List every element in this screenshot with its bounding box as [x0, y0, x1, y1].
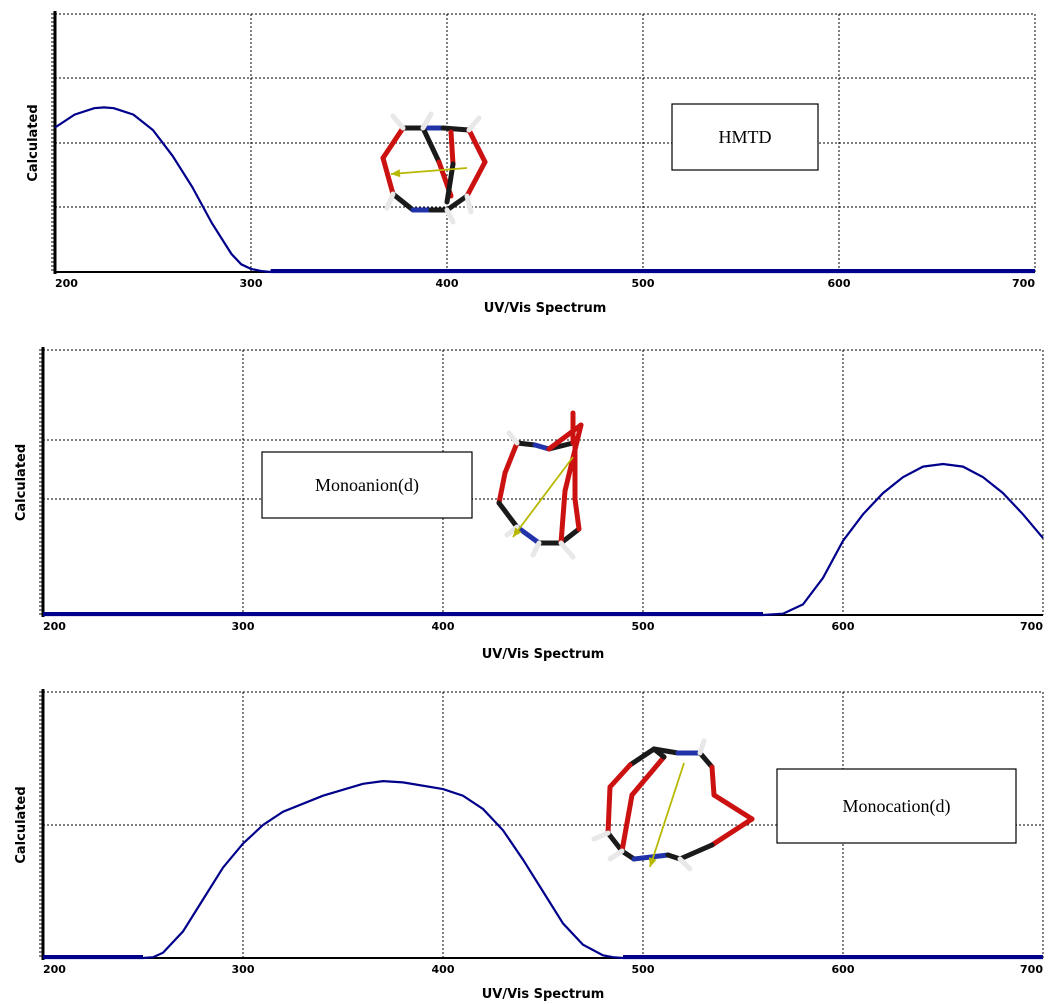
molecule-bond: [380, 155, 396, 197]
molecule-bond: [444, 207, 456, 225]
dipole-arrow: [390, 167, 468, 175]
molecule-bond: [466, 115, 482, 133]
molecule-structure-image: [380, 111, 488, 225]
molecule-bond: [514, 440, 538, 448]
molecule-bond: [448, 129, 456, 167]
molecule-bond: [709, 816, 755, 848]
y-axis-label: Calculated: [26, 104, 41, 181]
molecule-bond: [631, 852, 671, 862]
x-tick-label: 200: [43, 963, 66, 976]
molecule-bond: [558, 540, 576, 560]
x-tick-label: 300: [232, 963, 255, 976]
molecule-bond: [420, 125, 442, 165]
molecule-bond: [466, 127, 488, 165]
molecule-bond: [444, 161, 456, 205]
x-tick-label: 300: [240, 277, 263, 290]
molecule-bond: [546, 422, 584, 452]
annotation-box: [671, 103, 819, 171]
dipole-arrow: [649, 762, 685, 868]
molecule-bond: [591, 830, 611, 842]
molecule-bond: [384, 191, 396, 211]
molecule-bond: [502, 440, 520, 476]
molecule-bond: [677, 856, 693, 872]
x-tick-label: 400: [436, 277, 459, 290]
molecule-bond: [390, 191, 416, 213]
molecule-bond: [677, 842, 715, 862]
annotation-box: [261, 451, 473, 519]
x-axis-label: UV/Vis Spectrum: [484, 301, 607, 316]
molecule-bond: [558, 526, 582, 546]
dipole-arrow-head: [513, 527, 522, 537]
molecule-bond: [711, 792, 755, 822]
y-axis-label: Calculated: [14, 444, 29, 521]
molecule-structure-image: [591, 738, 755, 872]
annotation-label: Monocation(d): [843, 796, 951, 817]
y-axis-label: Calculated: [14, 786, 29, 863]
x-tick-label: 400: [432, 620, 455, 633]
molecule-bond: [506, 430, 520, 446]
x-tick-label: 400: [432, 963, 455, 976]
molecule-bond: [420, 111, 434, 131]
molecule-bond: [464, 159, 488, 199]
molecule-bond: [697, 738, 707, 756]
x-tick-label: 700: [1012, 277, 1035, 290]
x-tick-label: 700: [1020, 963, 1043, 976]
x-tick-label: 600: [832, 963, 855, 976]
molecule-bond: [558, 488, 568, 546]
molecule-bond: [514, 524, 542, 546]
x-axis-label: UV/Vis Spectrum: [482, 647, 605, 662]
molecule-bond: [605, 830, 625, 854]
x-tick-label: 200: [55, 277, 78, 290]
molecule-bond: [607, 848, 625, 862]
molecule-bond: [572, 496, 582, 532]
x-tick-label: 700: [1020, 620, 1043, 633]
x-tick-label: 500: [632, 963, 655, 976]
molecule-bond: [605, 784, 613, 836]
x-tick-label: 500: [632, 277, 655, 290]
molecule-bond: [709, 764, 717, 798]
x-tick-label: 600: [832, 620, 855, 633]
molecule-bond: [380, 125, 406, 161]
x-tick-label: 300: [232, 620, 255, 633]
chart-panel-1: 200 300 400 500 600 700 UV/Vis Spectrum Calcula…: [26, 11, 1036, 316]
molecule-bond: [619, 792, 635, 854]
dipole-arrow: [512, 456, 574, 538]
chart-panel-2: 200 300 400 500 600 700 UV/Vis Spectrum Calcula…: [14, 347, 1044, 662]
annotation-box: [776, 768, 1017, 844]
x-tick-label: 600: [828, 277, 851, 290]
molecule-bond: [496, 470, 508, 506]
molecule-structure-image: [496, 410, 584, 560]
dipole-arrow-head: [391, 169, 401, 178]
molecule-bond: [629, 754, 667, 798]
x-tick-label: 200: [43, 620, 66, 633]
x-tick-label: 500: [632, 620, 655, 633]
molecule-bond: [697, 750, 715, 770]
molecule-bond: [444, 193, 470, 213]
x-axis-label: UV/Vis Spectrum: [482, 987, 605, 1002]
annotation-label: Monoanion(d): [315, 475, 419, 496]
spectrum-line: [54, 106, 1035, 274]
annotation-label: HMTD: [719, 127, 772, 147]
spectrum-line: [43, 779, 1043, 960]
molecule-bond: [464, 193, 474, 215]
chart-panel-3: 200 300 400 500 600 700 UV/Vis Spectrum Calcula…: [14, 689, 1044, 1002]
molecule-bond: [440, 125, 472, 133]
spectrum-line: [43, 462, 1044, 617]
molecule-bond: [390, 113, 406, 131]
molecule-bond: [496, 500, 520, 530]
molecule-bond: [651, 746, 667, 760]
dipole-arrow-head: [648, 857, 657, 867]
molecule-bond: [530, 540, 542, 558]
molecule-bond: [607, 762, 633, 790]
molecule-bond: [627, 746, 657, 768]
